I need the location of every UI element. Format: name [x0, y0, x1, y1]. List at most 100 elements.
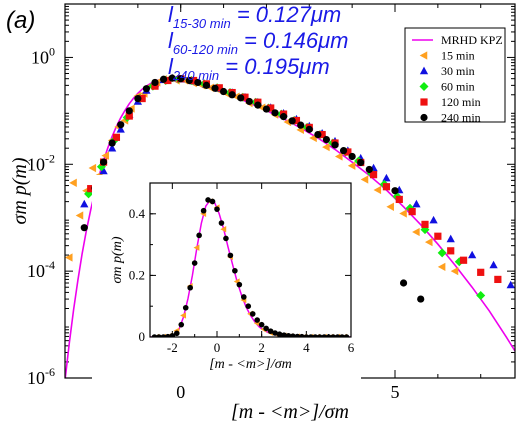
legend-label: 120 min — [441, 95, 481, 109]
inset-data-point — [294, 333, 301, 337]
data-point — [382, 173, 391, 182]
inset-x-tick-label: 6 — [348, 340, 355, 355]
inset-y-tick-label: 0.2 — [129, 267, 145, 282]
inset-data-point — [285, 332, 292, 337]
data-point — [412, 199, 421, 208]
annotation-2: l60-120 min = 0.146μm — [168, 28, 348, 57]
data-point — [254, 101, 262, 109]
y-tick-exponent: 0 — [49, 44, 55, 58]
inset-data-point — [209, 198, 216, 205]
y-tick-label: 10-4 — [27, 258, 55, 281]
y-tick-exponent: -4 — [45, 258, 55, 272]
annotation-subscript: 15-30 min — [173, 16, 231, 31]
inset-data-point — [299, 333, 305, 337]
data-point — [69, 178, 77, 187]
inset-data-point — [165, 333, 171, 337]
data-point — [446, 234, 455, 243]
data-point — [386, 202, 394, 211]
legend-label: 15 min — [441, 49, 475, 63]
data-point — [360, 175, 369, 184]
data-point — [215, 84, 223, 92]
inset-data-point — [316, 334, 323, 337]
data-point — [75, 211, 84, 220]
data-point — [80, 199, 89, 208]
data-point — [177, 75, 185, 83]
data-point — [117, 121, 125, 129]
data-point — [506, 280, 515, 289]
data-point — [459, 256, 468, 264]
inset-x-tick-label: -2 — [167, 340, 178, 355]
data-point — [108, 139, 116, 147]
annotation-subscript: 240 min — [172, 68, 219, 83]
data-point — [348, 152, 356, 161]
data-point — [189, 76, 198, 85]
data-point — [219, 87, 228, 96]
data-point — [429, 215, 438, 224]
inset-data-point — [200, 207, 207, 214]
annotation-3: l240 min = 0.195μm — [168, 54, 330, 83]
data-point — [489, 260, 498, 269]
data-point — [112, 133, 121, 141]
data-point — [369, 171, 378, 179]
data-point — [142, 85, 151, 93]
data-point — [194, 78, 202, 87]
inset-data-point — [290, 333, 296, 337]
data-point — [151, 82, 159, 90]
data-point — [164, 76, 172, 85]
data-point — [87, 185, 95, 193]
inset-data-point — [223, 235, 229, 242]
data-point — [125, 112, 133, 120]
data-point — [185, 76, 193, 85]
data-point — [151, 78, 159, 87]
data-point — [382, 183, 391, 191]
inset-data-point — [276, 331, 283, 337]
legend-marker — [419, 82, 429, 91]
y-axis-label: σm p(m) — [9, 157, 31, 224]
data-point — [494, 275, 502, 284]
data-point — [101, 151, 109, 160]
data-point — [292, 116, 301, 125]
data-point — [288, 117, 296, 125]
data-point — [421, 220, 429, 228]
legend-marker — [419, 51, 428, 60]
inset-data-point — [178, 321, 185, 328]
inset-data-point — [187, 284, 193, 291]
data-point — [347, 161, 356, 170]
annotation-subscript: 60-120 min — [173, 42, 238, 57]
data-point — [357, 158, 365, 167]
data-point — [138, 94, 146, 103]
inset-data-point — [254, 317, 260, 323]
inset-data-point — [267, 328, 274, 334]
data-point — [447, 247, 455, 255]
annotation-value: = 0.146μm — [238, 28, 349, 53]
data-point — [116, 125, 125, 133]
inset-x-axis-label: [m - <m>]/σm — [209, 357, 292, 372]
data-point — [80, 224, 88, 232]
data-point — [228, 91, 236, 99]
data-point — [399, 209, 407, 218]
data-point — [437, 262, 446, 272]
inset-data-point — [214, 206, 220, 212]
data-point — [297, 121, 305, 129]
annotation-symbol: l — [168, 28, 174, 53]
inset-frame — [149, 182, 352, 338]
inset-data-point — [180, 312, 187, 319]
inset-data-point — [220, 225, 227, 233]
data-point — [339, 147, 348, 155]
data-point — [322, 142, 330, 152]
inset-data-point — [193, 244, 200, 251]
inset-data-point — [156, 334, 162, 337]
data-point — [271, 109, 279, 117]
inset-data-point — [174, 330, 180, 337]
data-point — [344, 148, 352, 156]
inset-data-point — [182, 304, 189, 311]
annotation-value: = 0.195μm — [219, 54, 330, 79]
inset-y-tick-label: 0.4 — [129, 206, 146, 221]
x-tick-label: 0 — [176, 382, 185, 402]
legend-marker — [420, 113, 428, 122]
data-point — [365, 165, 373, 174]
annotation-value: = 0.127μm — [231, 2, 342, 27]
